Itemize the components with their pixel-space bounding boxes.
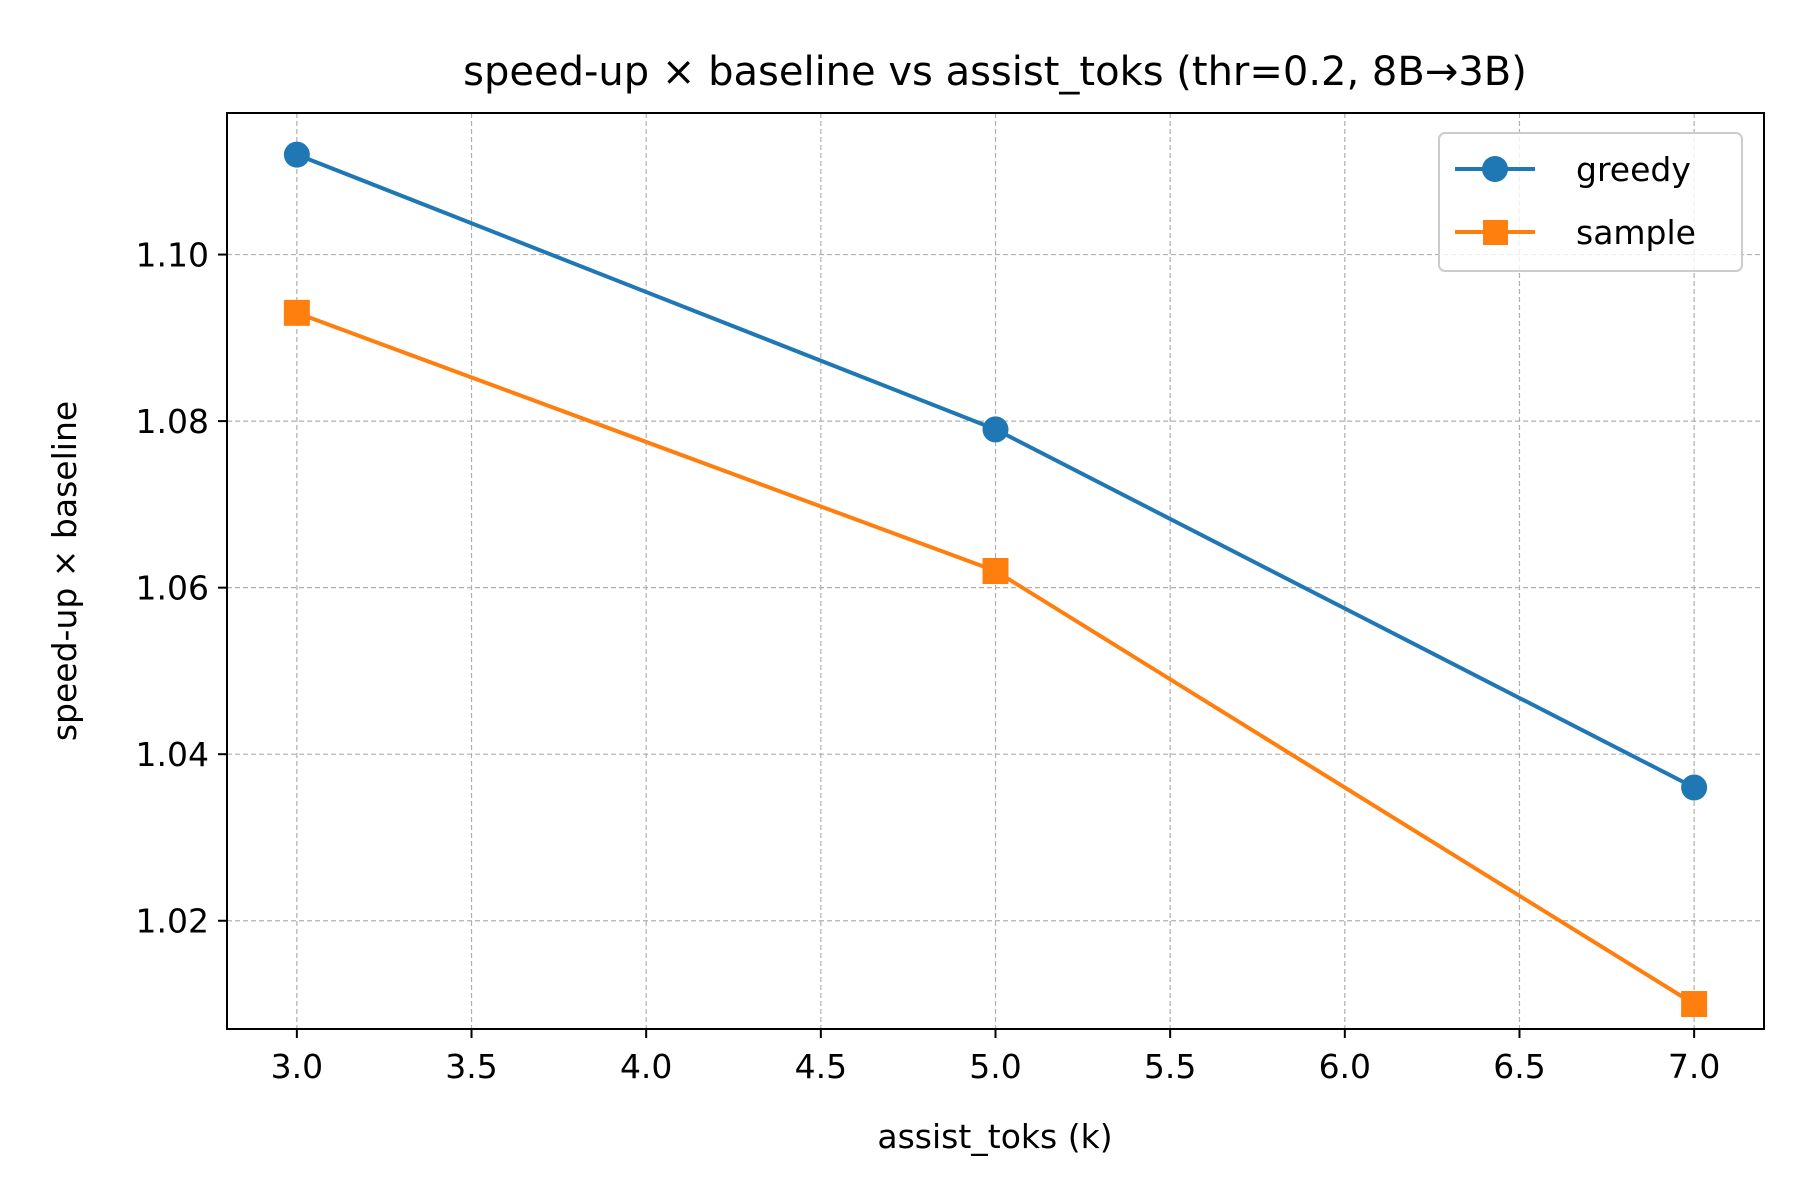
y-axis-label: speed-up × baseline xyxy=(45,401,84,741)
legend: greedy sample xyxy=(1438,132,1743,272)
y-tick-label: 1.08 xyxy=(136,402,209,441)
legend-sample-marker xyxy=(1483,220,1508,245)
y-tick-label: 1.02 xyxy=(136,902,209,941)
y-tick-label: 1.06 xyxy=(136,569,209,608)
x-tick-label: 7.0 xyxy=(1668,1047,1720,1086)
x-tick-label: 4.0 xyxy=(620,1047,672,1086)
legend-greedy-marker xyxy=(1482,156,1508,182)
y-tick-label: 1.04 xyxy=(136,735,209,774)
y-tick-label: 1.10 xyxy=(136,236,209,275)
data-point-sample xyxy=(283,299,310,326)
chart-title: speed-up × baseline vs assist_toks (thr=… xyxy=(463,49,1527,95)
x-tick-label: 3.0 xyxy=(271,1047,323,1086)
data-point-greedy xyxy=(1681,774,1708,801)
legend-sample-label: sample xyxy=(1576,213,1696,252)
x-tick-label: 5.5 xyxy=(1144,1047,1196,1086)
data-point-sample xyxy=(1681,991,1708,1018)
x-tick-label: 4.5 xyxy=(795,1047,847,1086)
axis-ticks: 3.0 3.5 4.0 4.5 5.0 5.5 6.0 6.5 7.0 1.02 1.04 1.06 1… xyxy=(136,236,1721,1086)
legend-greedy-label: greedy xyxy=(1576,150,1691,189)
data-point-sample xyxy=(982,558,1009,584)
x-tick-label: 5.0 xyxy=(969,1047,1021,1086)
data-point-greedy xyxy=(283,141,310,168)
x-tick-label: 6.5 xyxy=(1493,1047,1545,1086)
data-point-greedy xyxy=(982,416,1009,443)
series-layer xyxy=(283,141,1708,1018)
x-axis-label: assist_toks (k) xyxy=(877,1117,1112,1156)
x-tick-label: 6.0 xyxy=(1319,1047,1371,1086)
x-tick-label: 3.5 xyxy=(445,1047,497,1086)
